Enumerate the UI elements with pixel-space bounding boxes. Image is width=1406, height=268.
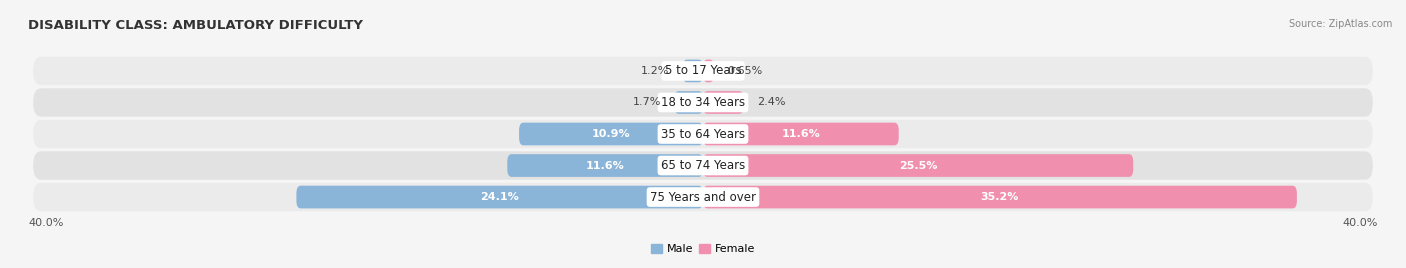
Text: 35.2%: 35.2% xyxy=(981,192,1019,202)
Text: 1.7%: 1.7% xyxy=(633,98,661,107)
Text: 0.65%: 0.65% xyxy=(727,66,762,76)
Text: 40.0%: 40.0% xyxy=(28,218,63,229)
Text: 75 Years and over: 75 Years and over xyxy=(650,191,756,204)
FancyBboxPatch shape xyxy=(34,151,1372,180)
Text: DISABILITY CLASS: AMBULATORY DIFFICULTY: DISABILITY CLASS: AMBULATORY DIFFICULTY xyxy=(28,19,363,32)
Text: 24.1%: 24.1% xyxy=(481,192,519,202)
Text: 40.0%: 40.0% xyxy=(1343,218,1378,229)
FancyBboxPatch shape xyxy=(683,59,703,82)
FancyBboxPatch shape xyxy=(703,186,1296,209)
Text: 11.6%: 11.6% xyxy=(586,161,624,170)
FancyBboxPatch shape xyxy=(34,88,1372,117)
Text: 35 to 64 Years: 35 to 64 Years xyxy=(661,128,745,140)
Text: 18 to 34 Years: 18 to 34 Years xyxy=(661,96,745,109)
Text: 25.5%: 25.5% xyxy=(898,161,938,170)
FancyBboxPatch shape xyxy=(297,186,703,209)
FancyBboxPatch shape xyxy=(34,57,1372,85)
FancyBboxPatch shape xyxy=(519,123,703,145)
Text: 65 to 74 Years: 65 to 74 Years xyxy=(661,159,745,172)
FancyBboxPatch shape xyxy=(508,154,703,177)
FancyBboxPatch shape xyxy=(703,154,1133,177)
FancyBboxPatch shape xyxy=(703,91,744,114)
Text: 11.6%: 11.6% xyxy=(782,129,820,139)
FancyBboxPatch shape xyxy=(703,59,714,82)
Text: 5 to 17 Years: 5 to 17 Years xyxy=(665,64,741,77)
Text: Source: ZipAtlas.com: Source: ZipAtlas.com xyxy=(1288,19,1392,29)
Legend: Male, Female: Male, Female xyxy=(647,240,759,259)
Text: 2.4%: 2.4% xyxy=(756,98,786,107)
FancyBboxPatch shape xyxy=(675,91,703,114)
Text: 1.2%: 1.2% xyxy=(641,66,669,76)
FancyBboxPatch shape xyxy=(34,183,1372,211)
FancyBboxPatch shape xyxy=(703,123,898,145)
FancyBboxPatch shape xyxy=(34,120,1372,148)
Text: 10.9%: 10.9% xyxy=(592,129,630,139)
